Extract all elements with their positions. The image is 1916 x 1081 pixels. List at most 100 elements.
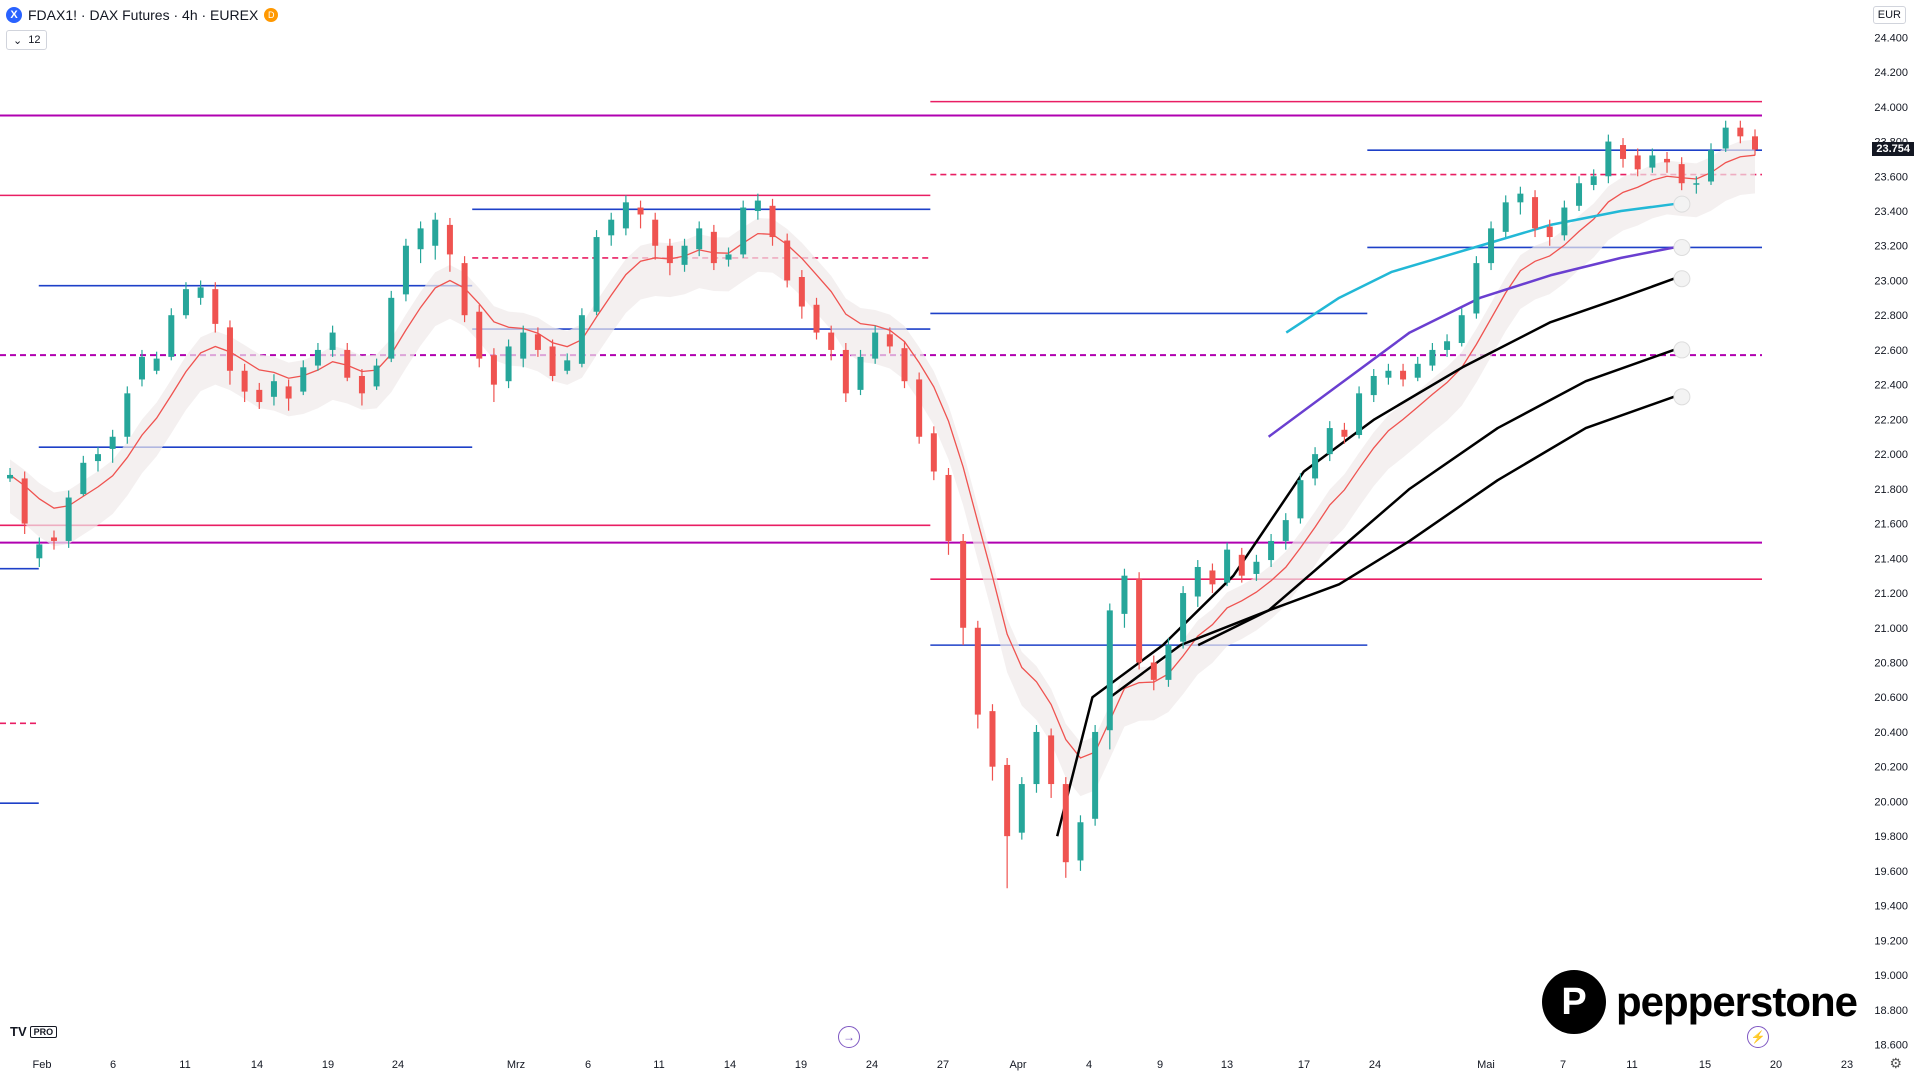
candle-body-4 <box>65 497 72 541</box>
y-tick-label-8: 22.800 <box>1874 310 1908 322</box>
chevron-down-icon: ⌄ <box>13 34 23 47</box>
candle-body-101 <box>1488 228 1495 264</box>
candle-body-33 <box>490 355 497 385</box>
x-tick-label-7: 6 <box>585 1059 591 1071</box>
candle-body-32 <box>476 311 483 359</box>
gear-icon[interactable]: ⚙ <box>1889 1055 1902 1071</box>
candle-body-70 <box>1033 731 1040 785</box>
x-tick-label-6: Mrz <box>507 1059 525 1071</box>
candle-body-75 <box>1106 610 1113 731</box>
y-tick-label-18: 20.800 <box>1874 658 1908 670</box>
candle-body-116 <box>1708 150 1715 182</box>
x-tick-label-2: 11 <box>179 1059 190 1071</box>
candle-body-79 <box>1165 645 1172 680</box>
x-tick-label-11: 24 <box>866 1059 878 1071</box>
overlay-black2-handle <box>1673 341 1691 359</box>
candle-body-90 <box>1326 428 1333 455</box>
candle-body-119 <box>1752 136 1758 150</box>
x-tick-label-10: 19 <box>795 1059 807 1071</box>
symbol-header[interactable]: X FDAX1! · DAX Futures · 4h · EUREX D <box>6 4 279 26</box>
candle-body-78 <box>1150 662 1157 680</box>
candle-body-91 <box>1341 429 1348 437</box>
overlay-violet <box>1267 246 1675 438</box>
price-axis: 24.40024.20024.00023.80023.60023.40023.2… <box>1874 32 1908 1051</box>
candle-body-42 <box>622 202 629 229</box>
candle-body-12 <box>182 289 189 316</box>
candle-body-68 <box>1004 764 1011 837</box>
candle-body-51 <box>754 200 761 212</box>
candle-body-103 <box>1517 193 1524 203</box>
candle-body-72 <box>1062 784 1069 863</box>
candle-body-67 <box>989 711 996 767</box>
candle-body-50 <box>740 207 747 255</box>
x-tick-label-14: 4 <box>1086 1059 1092 1071</box>
x-tick-label-20: 7 <box>1560 1059 1566 1071</box>
x-tick-label-1: 6 <box>110 1059 116 1071</box>
y-tick-label-10: 22.400 <box>1874 380 1908 392</box>
go-to-date-icon[interactable]: ⚡ <box>1747 1026 1769 1048</box>
candle-body-24 <box>358 375 365 394</box>
candle-body-16 <box>241 370 248 392</box>
candle-body-26 <box>388 297 395 359</box>
candle-body-94 <box>1385 370 1392 378</box>
candle-body-46 <box>681 245 688 265</box>
candles <box>7 120 1758 889</box>
candle-body-2 <box>36 544 43 559</box>
exchange-logo-icon: X <box>6 7 22 23</box>
y-tick-label-11: 22.200 <box>1874 414 1908 426</box>
overlay-black3 <box>1197 395 1675 647</box>
x-tick-label-9: 14 <box>724 1059 736 1071</box>
tradingview-logo[interactable]: TV PRO <box>10 1024 58 1039</box>
candle-body-19 <box>285 386 292 399</box>
candle-body-109 <box>1605 141 1612 177</box>
ema-cloud-band <box>10 139 1755 797</box>
candle-body-27 <box>402 245 409 295</box>
overlay-black2 <box>1109 348 1675 699</box>
x-tick-label-5: 24 <box>392 1059 404 1071</box>
overlay-cyan <box>1285 202 1675 334</box>
candle-body-110 <box>1620 145 1627 159</box>
y-tick-label-29: 18.600 <box>1874 1040 1908 1052</box>
y-tick-label-4: 23.600 <box>1874 171 1908 183</box>
symbol-title[interactable]: FDAX1! · DAX Futures · 4h · EUREX <box>28 7 259 23</box>
pepperstone-logo-icon: P <box>1542 970 1606 1034</box>
candle-body-100 <box>1473 263 1480 314</box>
candle-body-13 <box>197 287 204 298</box>
horizontal-levels <box>0 100 1762 804</box>
candle-body-31 <box>461 263 468 316</box>
candle-body-89 <box>1312 454 1319 479</box>
currency-label[interactable]: EUR <box>1872 6 1906 24</box>
x-tick-label-17: 17 <box>1298 1059 1310 1071</box>
delayed-badge[interactable]: D <box>264 8 279 22</box>
y-tick-label-17: 21.000 <box>1874 623 1908 635</box>
candle-body-76 <box>1121 575 1128 614</box>
indicators-toggle[interactable]: ⌄ 12 <box>6 30 48 50</box>
candle-body-23 <box>344 349 351 378</box>
y-tick-label-21: 20.200 <box>1874 762 1908 774</box>
candle-body-40 <box>593 237 600 312</box>
candle-body-81 <box>1194 566 1201 597</box>
candle-body-87 <box>1282 520 1289 541</box>
candle-body-9 <box>138 356 145 380</box>
y-tick-label-1: 24.200 <box>1874 67 1908 79</box>
pro-badge: PRO <box>29 1025 58 1038</box>
overlay-black1 <box>1055 277 1675 837</box>
candle-body-82 <box>1209 570 1216 585</box>
candle-body-69 <box>1018 784 1025 833</box>
candle-body-52 <box>769 205 776 238</box>
scroll-to-realtime-icon[interactable]: → <box>838 1026 860 1048</box>
y-tick-label-22: 20.000 <box>1874 796 1908 808</box>
candle-body-57 <box>842 349 849 394</box>
y-tick-label-13: 21.800 <box>1874 484 1908 496</box>
candle-body-108 <box>1590 176 1597 185</box>
candle-body-85 <box>1253 561 1260 574</box>
x-tick-label-16: 13 <box>1221 1059 1233 1071</box>
x-tick-label-8: 11 <box>653 1059 664 1071</box>
y-tick-label-2: 24.000 <box>1874 102 1908 114</box>
candle-body-6 <box>94 454 101 462</box>
candle-body-104 <box>1532 197 1539 229</box>
candle-body-1 <box>21 478 28 524</box>
candle-body-92 <box>1356 393 1363 436</box>
ema-band <box>10 139 1755 797</box>
